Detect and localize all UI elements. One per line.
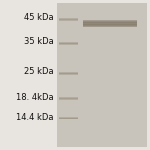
Bar — [58, 44, 78, 45]
Bar — [58, 42, 78, 43]
Bar — [58, 19, 78, 20]
Bar — [82, 21, 136, 22]
Bar — [82, 22, 136, 23]
Text: 35 kDa: 35 kDa — [24, 38, 54, 46]
Bar — [58, 118, 78, 119]
Bar — [82, 22, 136, 23]
Text: 45 kDa: 45 kDa — [24, 14, 54, 22]
Bar — [58, 74, 78, 75]
Bar — [58, 72, 78, 73]
Bar — [58, 98, 78, 99]
Bar — [82, 23, 136, 24]
Bar — [82, 26, 136, 27]
Text: 14.4 kDa: 14.4 kDa — [16, 112, 54, 122]
Bar — [82, 25, 136, 26]
Bar — [58, 118, 78, 119]
Bar — [82, 20, 136, 21]
Bar — [58, 20, 78, 21]
Bar — [58, 43, 78, 44]
Bar — [57, 3, 147, 147]
Bar — [82, 24, 136, 25]
Bar — [58, 97, 78, 98]
Text: 18. 4kDa: 18. 4kDa — [16, 93, 54, 102]
Bar — [82, 25, 136, 26]
Bar — [58, 99, 78, 100]
Bar — [82, 21, 136, 22]
Bar — [82, 26, 136, 27]
Bar — [82, 20, 136, 21]
Bar — [58, 18, 78, 19]
Bar — [58, 73, 78, 74]
Bar — [82, 24, 136, 25]
Bar — [58, 117, 78, 118]
Text: 25 kDa: 25 kDa — [24, 68, 54, 76]
